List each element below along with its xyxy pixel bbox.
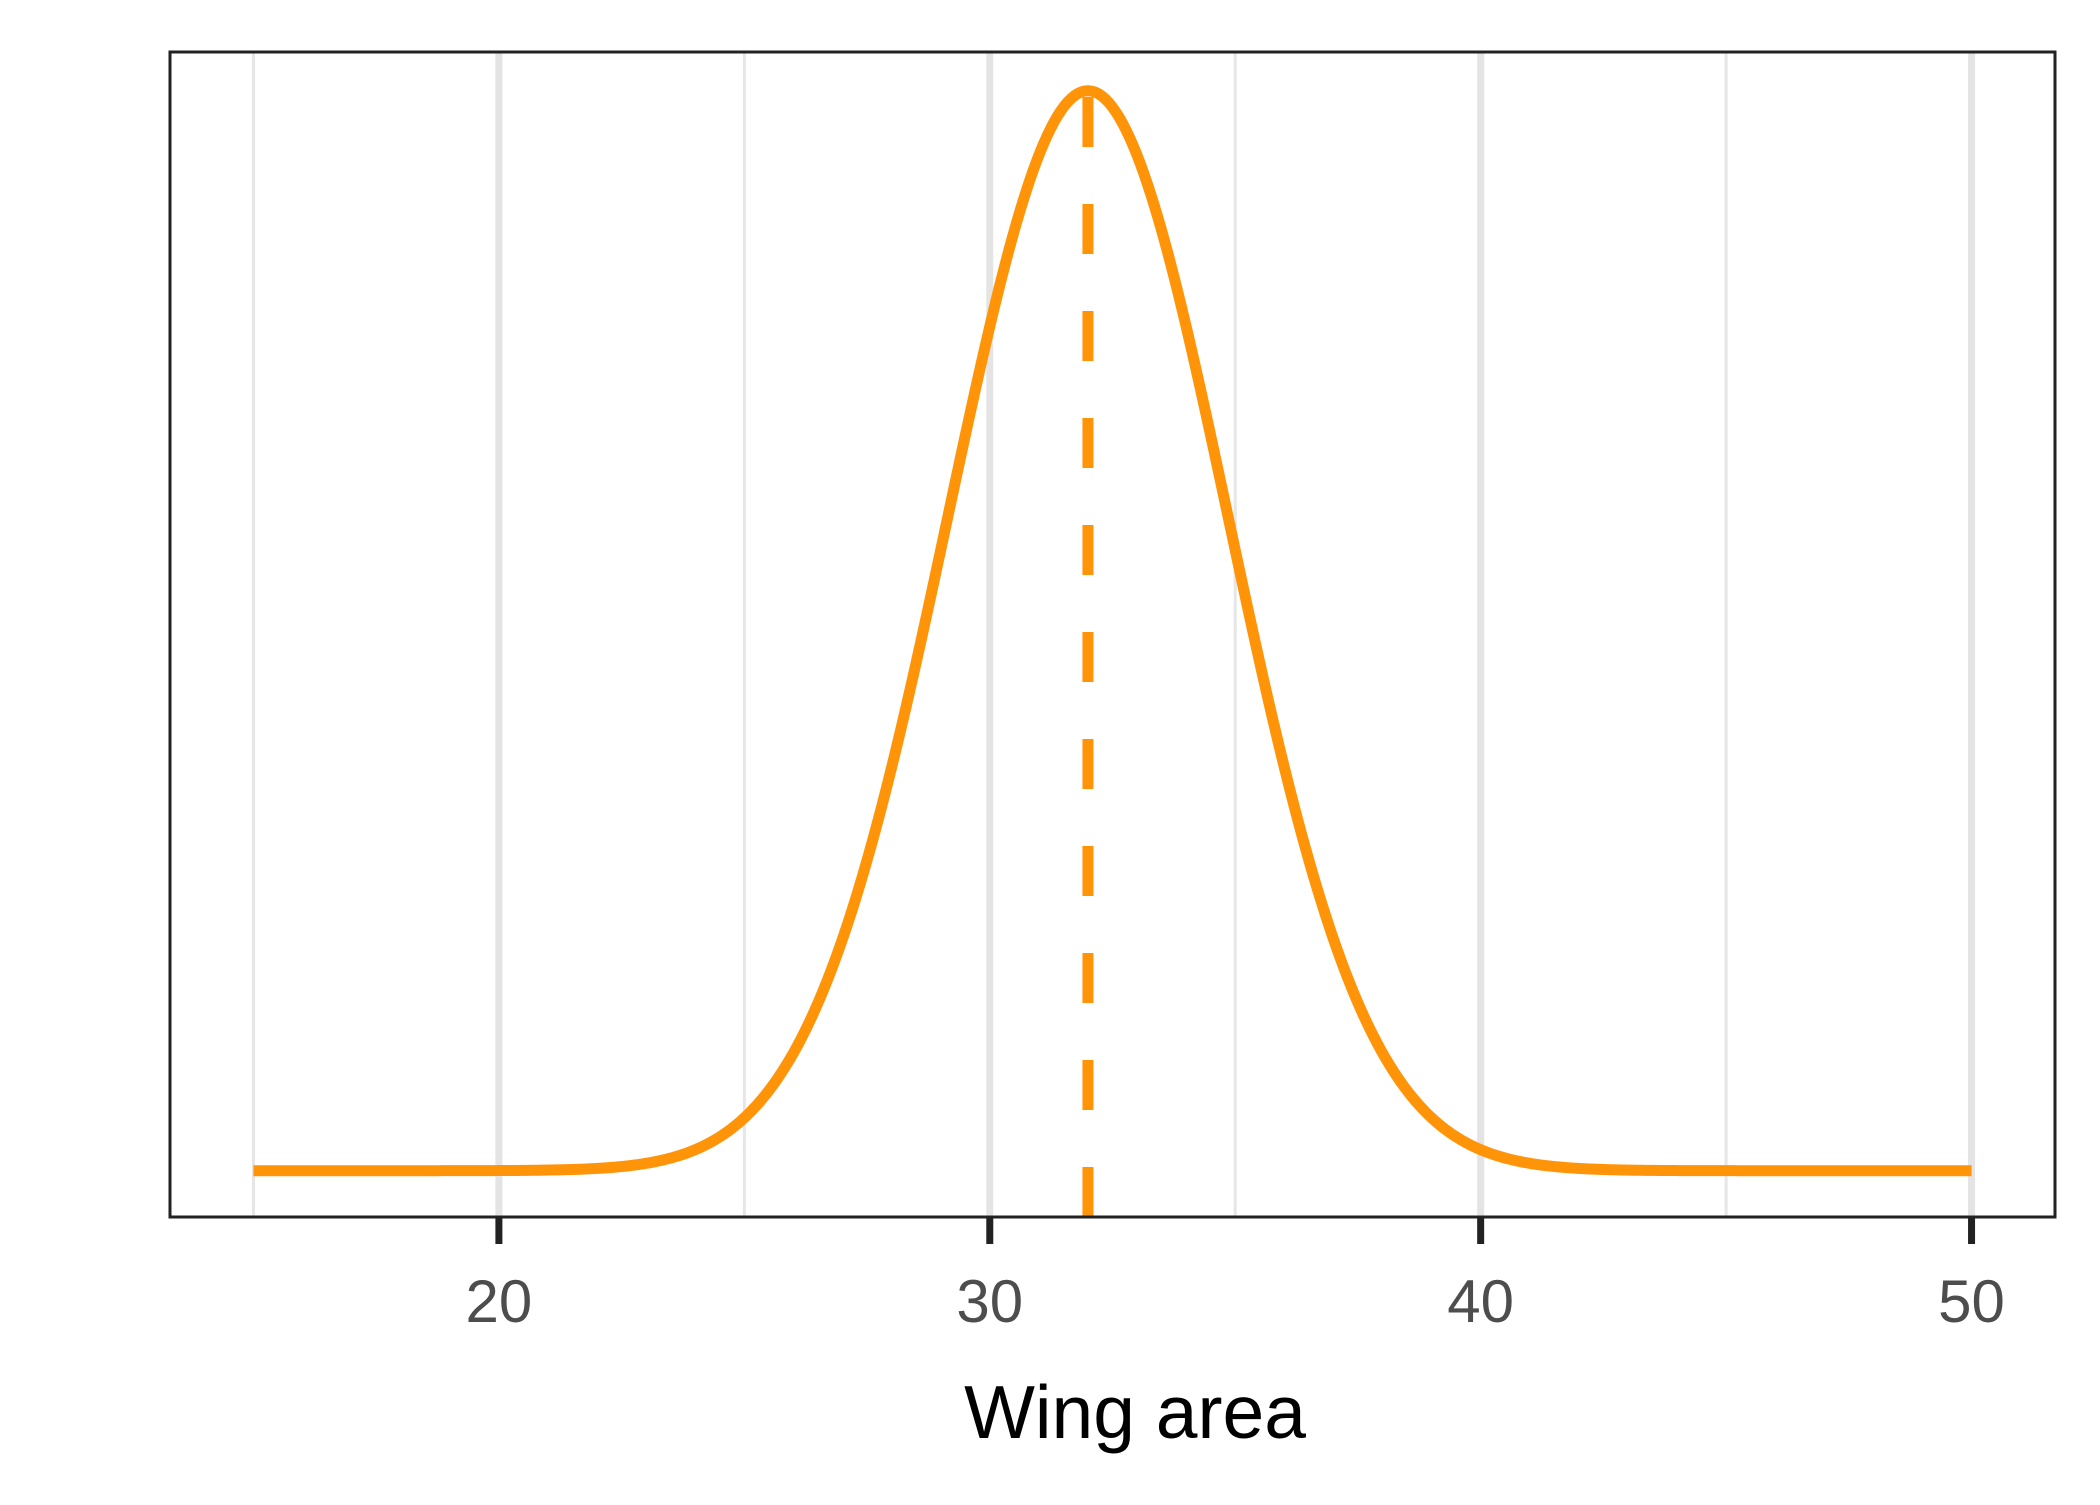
x-axis-ticks: 20 30 40 50 bbox=[466, 1218, 2005, 1335]
series-layer bbox=[251, 85, 1974, 1177]
x-tick-label-30: 30 bbox=[956, 1268, 1023, 1335]
x-tick-label-20: 20 bbox=[466, 1268, 533, 1335]
x-tick-label-50: 50 bbox=[1938, 1268, 2005, 1335]
x-axis-title: Wing area bbox=[964, 1370, 1306, 1454]
x-tick-label-40: 40 bbox=[1447, 1268, 1514, 1335]
density-curve-0 bbox=[251, 85, 1974, 1177]
grid-layer bbox=[251, 52, 1976, 1217]
panel-border bbox=[168, 50, 2057, 1219]
